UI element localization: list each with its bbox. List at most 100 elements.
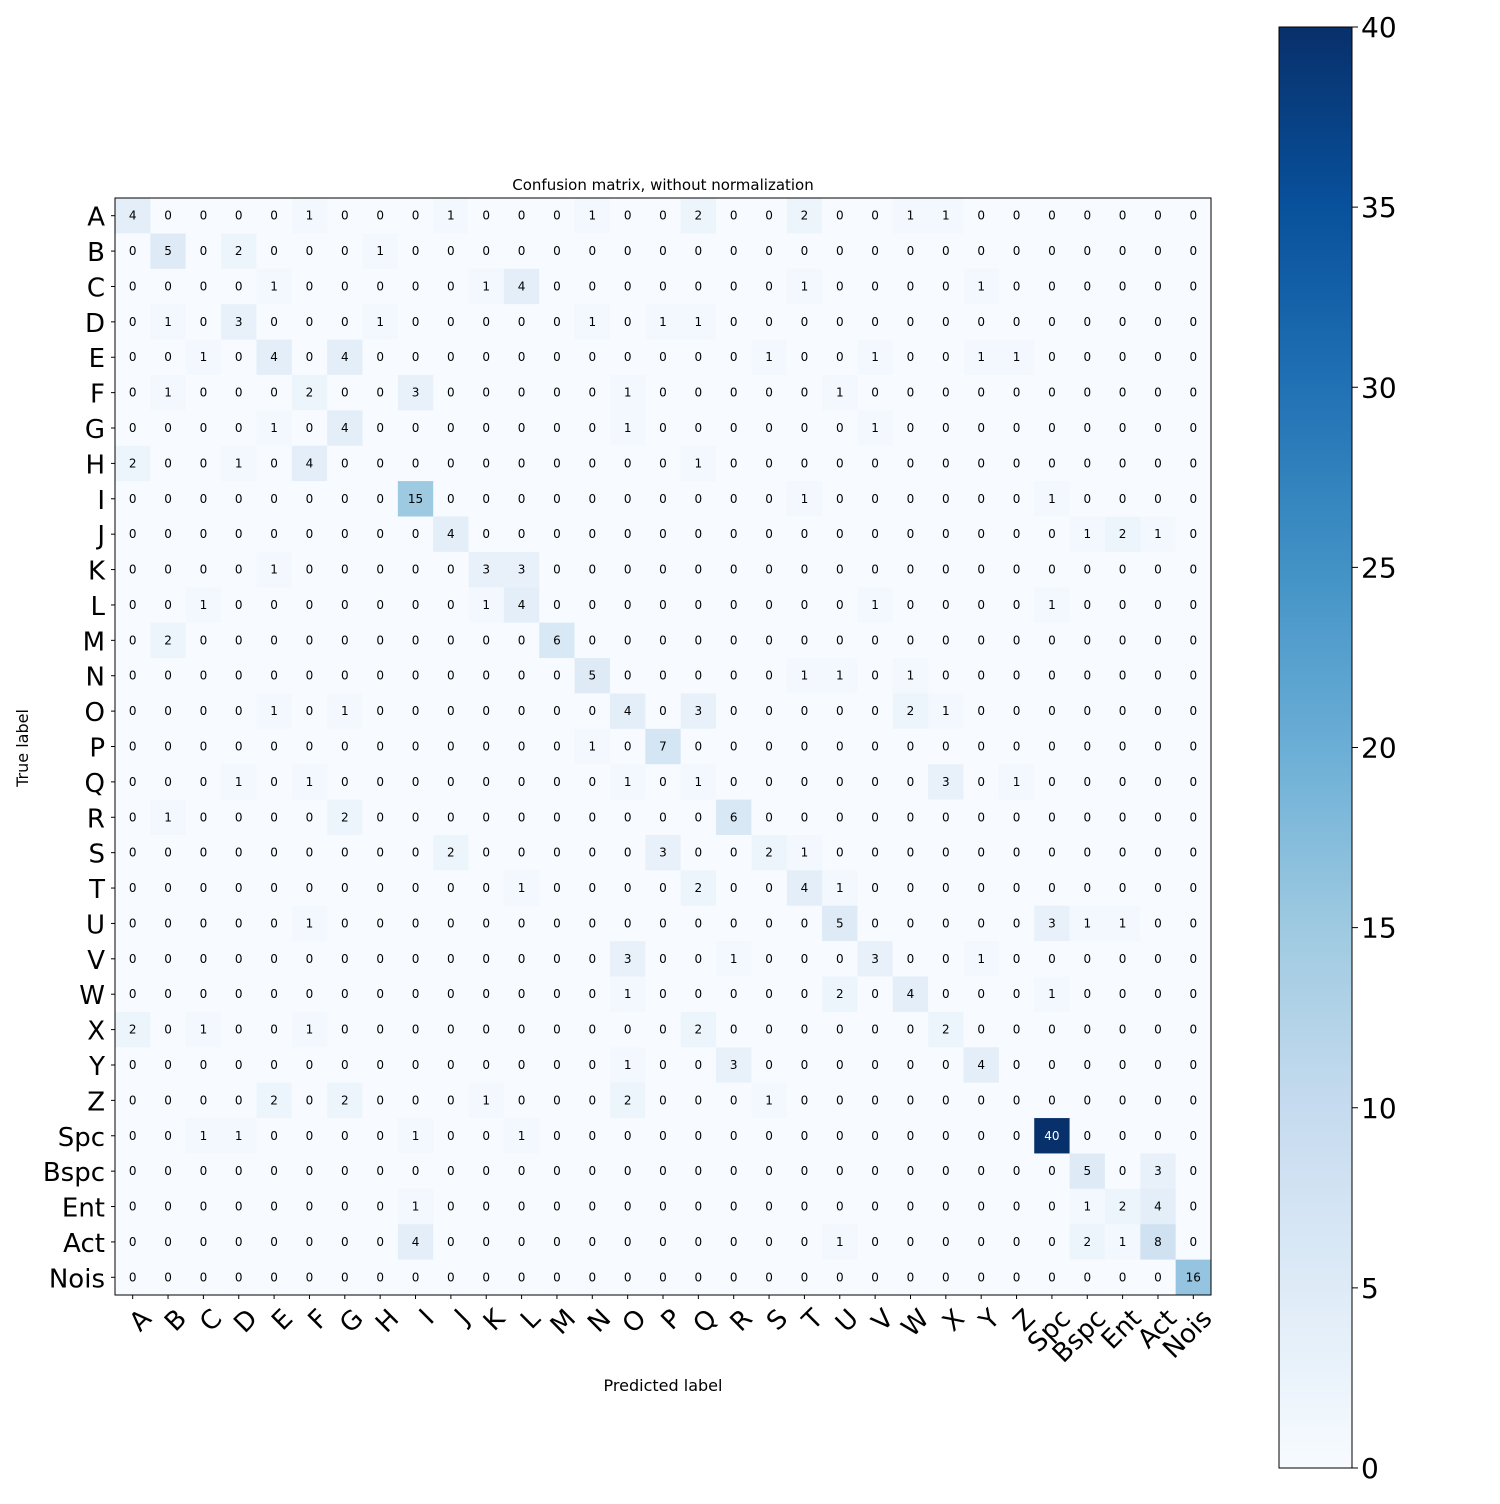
heatmap-cell bbox=[327, 1118, 363, 1154]
heatmap-cell bbox=[221, 764, 257, 801]
heatmap-cell bbox=[963, 374, 1000, 411]
cell-value-label: 0 bbox=[659, 209, 667, 223]
cell-value-label: 0 bbox=[801, 1164, 809, 1178]
y-tick-label: C bbox=[87, 273, 105, 303]
cell-value-label: 0 bbox=[624, 1235, 632, 1249]
heatmap-cell bbox=[185, 587, 222, 624]
heatmap-cell bbox=[716, 622, 752, 659]
cell-value-label: 0 bbox=[1013, 1235, 1021, 1249]
heatmap-cell bbox=[539, 870, 576, 907]
heatmap-cell bbox=[115, 1188, 151, 1225]
heatmap-cell bbox=[998, 339, 1035, 376]
cell-value-label: 1 bbox=[977, 350, 985, 364]
heatmap-cell bbox=[1069, 551, 1106, 588]
heatmap-cell bbox=[716, 728, 752, 765]
cell-value-label: 2 bbox=[447, 846, 455, 860]
cell-value-label: 0 bbox=[801, 315, 809, 329]
heatmap-cell bbox=[503, 870, 540, 907]
heatmap-cell bbox=[468, 198, 505, 234]
cell-value-label: 0 bbox=[235, 598, 243, 612]
cell-value-label: 0 bbox=[200, 633, 208, 647]
heatmap-cell bbox=[928, 481, 965, 517]
cell-value-label: 0 bbox=[306, 1093, 314, 1107]
cell-value-label: 0 bbox=[270, 916, 278, 930]
colorbar-tick-label: 10 bbox=[1361, 1092, 1397, 1125]
heatmap-cell bbox=[998, 481, 1035, 517]
heatmap-cell bbox=[185, 374, 222, 411]
cell-value-label: 0 bbox=[801, 740, 809, 754]
y-tick-label: T bbox=[88, 875, 105, 905]
cell-value-label: 5 bbox=[164, 244, 172, 258]
heatmap-cell bbox=[1104, 1188, 1141, 1225]
y-tick-label: A bbox=[87, 203, 105, 233]
cell-value-label: 0 bbox=[1048, 386, 1056, 400]
cell-value-label: 0 bbox=[1190, 492, 1198, 506]
heatmap-cell bbox=[680, 445, 717, 482]
cell-value-label: 0 bbox=[376, 209, 384, 223]
heatmap-cell bbox=[256, 1047, 293, 1084]
heatmap-cell bbox=[539, 1011, 576, 1048]
cell-value-label: 0 bbox=[624, 456, 632, 470]
cell-value-label: 0 bbox=[695, 1235, 703, 1249]
cell-value-label: 0 bbox=[235, 527, 243, 541]
cell-value-label: 0 bbox=[164, 881, 172, 895]
cell-value-label: 0 bbox=[553, 987, 561, 1001]
heatmap-cell bbox=[503, 905, 540, 942]
cell-value-label: 1 bbox=[341, 704, 349, 718]
heatmap-cell bbox=[539, 198, 576, 234]
heatmap-cell bbox=[574, 976, 611, 1013]
heatmap-cell bbox=[1140, 1047, 1177, 1084]
cell-value-label: 0 bbox=[270, 881, 278, 895]
heatmap-cell bbox=[256, 233, 293, 270]
heatmap-cell bbox=[609, 1047, 646, 1084]
heatmap-cell bbox=[468, 1118, 505, 1154]
heatmap-cell bbox=[1069, 622, 1106, 659]
cell-value-label: 2 bbox=[306, 386, 314, 400]
cell-value-label: 0 bbox=[659, 492, 667, 506]
heatmap-cell bbox=[327, 304, 363, 341]
chart-title: Confusion matrix, without normalization bbox=[512, 176, 814, 194]
cell-value-label: 0 bbox=[1154, 244, 1162, 258]
cell-value-label: 0 bbox=[730, 279, 738, 293]
heatmap-cell bbox=[574, 728, 611, 765]
cell-value-label: 6 bbox=[553, 633, 561, 647]
cell-value-label: 0 bbox=[695, 1270, 703, 1284]
heatmap-cell bbox=[256, 622, 293, 659]
heatmap-cell bbox=[397, 658, 434, 694]
cell-value-label: 0 bbox=[942, 598, 950, 612]
cell-value-label: 0 bbox=[624, 350, 632, 364]
x-tick-label: A bbox=[124, 1304, 158, 1338]
heatmap-cell bbox=[928, 728, 965, 765]
heatmap-cell bbox=[1034, 233, 1071, 270]
heatmap-cell bbox=[115, 410, 151, 447]
heatmap-cell bbox=[822, 445, 858, 482]
heatmap-cell bbox=[397, 268, 434, 305]
heatmap-cell bbox=[645, 410, 682, 447]
cell-value-label: 0 bbox=[588, 775, 596, 789]
heatmap-cell bbox=[115, 1118, 151, 1154]
heatmap-cell bbox=[539, 799, 576, 836]
cell-value-label: 0 bbox=[1083, 1129, 1091, 1143]
heatmap-cell bbox=[892, 1118, 929, 1154]
heatmap-cell bbox=[362, 1224, 399, 1261]
heatmap-cell bbox=[751, 1224, 788, 1261]
heatmap-cell bbox=[1104, 941, 1141, 978]
heatmap-cell bbox=[503, 1118, 540, 1154]
heatmap-cell bbox=[1069, 233, 1106, 270]
cell-value-label: 6 bbox=[730, 810, 738, 824]
heatmap-cell bbox=[998, 728, 1035, 765]
cell-value-label: 0 bbox=[765, 1164, 773, 1178]
heatmap-cell bbox=[609, 728, 646, 765]
cell-value-label: 0 bbox=[871, 279, 879, 293]
cell-value-label: 0 bbox=[482, 952, 490, 966]
heatmap-cell bbox=[751, 941, 788, 978]
cell-value-label: 0 bbox=[659, 1023, 667, 1037]
cell-value-label: 0 bbox=[482, 740, 490, 754]
cell-value-label: 0 bbox=[659, 386, 667, 400]
cell-value-label: 0 bbox=[624, 1270, 632, 1284]
heatmap-cell bbox=[928, 1011, 965, 1048]
heatmap-cell bbox=[1034, 728, 1071, 765]
cell-value-label: 0 bbox=[624, 633, 632, 647]
x-tick-label: H bbox=[370, 1304, 405, 1339]
heatmap-cell bbox=[928, 658, 965, 694]
